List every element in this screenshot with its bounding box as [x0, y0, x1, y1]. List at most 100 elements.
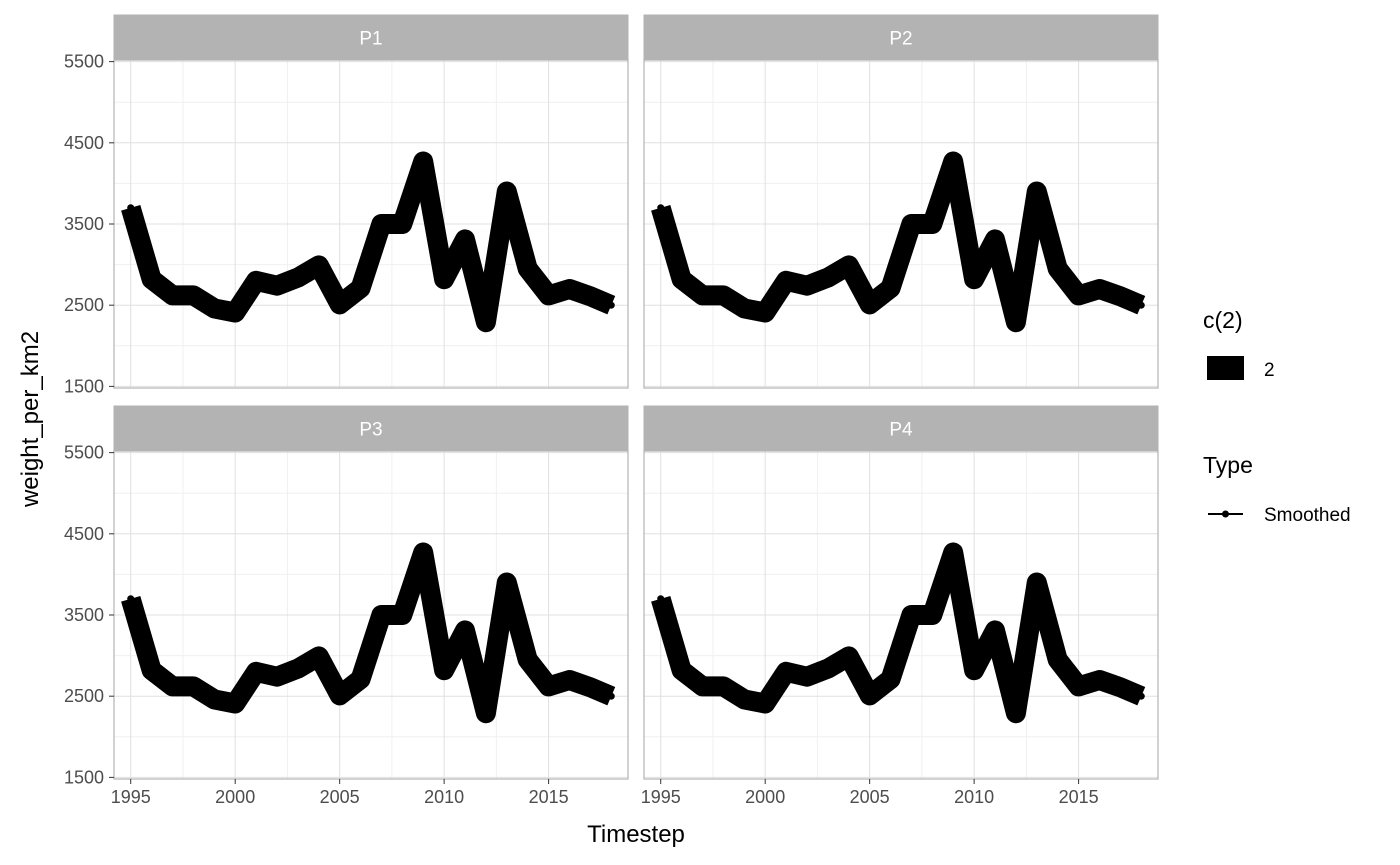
legend-key-type-point [1222, 510, 1229, 518]
data-point [586, 292, 594, 300]
data-point [678, 666, 686, 674]
data-point [482, 318, 490, 326]
data-point [866, 300, 874, 308]
data-point [782, 277, 790, 285]
y-tick-label: 5500 [64, 52, 104, 72]
data-point [336, 691, 344, 699]
data-point [357, 675, 365, 683]
y-tick-label: 3500 [64, 605, 104, 625]
data-point [991, 235, 999, 243]
data-point [231, 699, 239, 707]
data-point [1095, 676, 1103, 684]
x-tick-label: 1995 [641, 787, 681, 807]
data-point [1033, 579, 1041, 587]
data-point [440, 666, 448, 674]
data-point [315, 652, 323, 660]
data-point [586, 683, 594, 691]
x-tick-label: 2000 [215, 787, 255, 807]
data-point [970, 666, 978, 674]
y-tick-label: 2500 [64, 686, 104, 706]
data-point [699, 682, 707, 690]
data-point [148, 666, 156, 674]
data-point [565, 676, 573, 684]
data-point [336, 300, 344, 308]
data-point [419, 157, 427, 165]
series-line-thin [129, 552, 612, 714]
data-point [482, 709, 490, 717]
x-tick-label: 2000 [745, 787, 785, 807]
facet-panel-1: P1 1500 2500 3500 4500 5500 [64, 14, 629, 396]
data-point [845, 652, 853, 660]
series-line-thin [659, 161, 1142, 323]
data-point [503, 579, 511, 587]
data-point [398, 220, 406, 228]
data-point [294, 274, 302, 282]
y-tick-label: 4500 [64, 133, 104, 153]
data-point [657, 204, 665, 212]
data-point [1012, 318, 1020, 326]
data-point [719, 682, 727, 690]
data-point [1137, 692, 1145, 700]
data-point [169, 682, 177, 690]
data-point [887, 675, 895, 683]
data-point [377, 220, 385, 228]
data-point [845, 261, 853, 269]
data-point [524, 265, 532, 273]
data-point [782, 668, 790, 676]
data-point [657, 595, 665, 603]
data-point [127, 204, 135, 212]
data-point [1075, 291, 1083, 299]
data-point [1075, 682, 1083, 690]
data-point [907, 611, 915, 619]
data-point [273, 673, 281, 681]
data-point [189, 291, 197, 299]
y-tick-label: 5500 [64, 443, 104, 463]
data-point [440, 275, 448, 283]
legend-title-type: Type [1203, 452, 1253, 478]
legend-label-color: 2 [1264, 360, 1275, 381]
data-point [887, 284, 895, 292]
data-point [231, 308, 239, 316]
y-tick-label: 3500 [64, 214, 104, 234]
data-point [866, 691, 874, 699]
y-tick-label: 1500 [64, 376, 104, 396]
data-point [699, 291, 707, 299]
y-axis-title: weight_per_km2 [17, 331, 44, 508]
facet-strip [643, 405, 1159, 452]
data-point [148, 275, 156, 283]
x-tick-label: 2005 [320, 787, 360, 807]
series-line-thin [129, 161, 612, 323]
data-point [991, 626, 999, 634]
data-point [949, 157, 957, 165]
data-point [273, 282, 281, 290]
y-tick-label: 1500 [64, 767, 104, 787]
data-point [545, 291, 553, 299]
series-line-thin [659, 552, 1142, 714]
panel-border [643, 450, 1159, 780]
data-point [252, 277, 260, 285]
facet-panels: P1 1500 2500 3500 4500 5500 P2 P3 1500 2500 3500 45… [64, 14, 1159, 807]
data-point [678, 275, 686, 283]
x-tick-label: 1995 [111, 787, 151, 807]
data-point [740, 695, 748, 703]
facet-strip [113, 405, 629, 452]
data-point [315, 261, 323, 269]
data-point [824, 665, 832, 673]
data-point [1137, 301, 1145, 309]
legend-title-color: c(2) [1203, 307, 1243, 333]
data-point [740, 304, 748, 312]
data-point [928, 220, 936, 228]
data-point [210, 695, 218, 703]
data-point [1012, 709, 1020, 717]
data-point [824, 274, 832, 282]
data-point [949, 548, 957, 556]
legend-label-type: Smoothed [1264, 505, 1351, 526]
data-point [524, 656, 532, 664]
data-point [503, 188, 511, 196]
panel-border [643, 59, 1159, 389]
data-point [928, 611, 936, 619]
data-point [970, 275, 978, 283]
data-point [169, 291, 177, 299]
facet-strip [113, 14, 629, 61]
